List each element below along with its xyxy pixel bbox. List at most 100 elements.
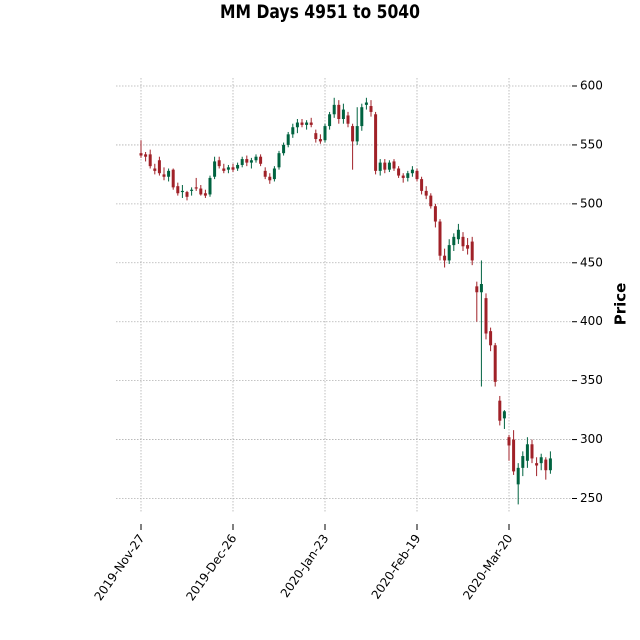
- x-tick-label: 2020-Jan-23: [278, 532, 332, 600]
- candle-body: [369, 106, 373, 112]
- candle: [548, 451, 552, 474]
- candle-body: [277, 153, 281, 168]
- candle-body: [346, 115, 350, 124]
- candle: [328, 111, 332, 130]
- candle: [498, 395, 502, 426]
- candle: [530, 439, 534, 464]
- candle-body: [544, 459, 548, 471]
- candle: [470, 236, 474, 266]
- candle-body: [259, 156, 263, 164]
- candle-body: [309, 122, 313, 125]
- candle: [300, 119, 304, 128]
- candle: [429, 193, 433, 209]
- candle-body: [240, 159, 244, 165]
- candle-body: [305, 122, 309, 125]
- candle-body: [392, 161, 396, 169]
- candle: [259, 154, 263, 167]
- candle-body: [516, 467, 520, 485]
- candle-body: [236, 164, 240, 169]
- candle-body: [272, 168, 276, 180]
- candle-body: [387, 162, 391, 170]
- candle: [535, 457, 539, 477]
- candle: [489, 327, 493, 352]
- candle: [213, 156, 217, 180]
- candle: [277, 150, 281, 170]
- candle-body: [318, 139, 322, 142]
- candle: [479, 260, 483, 387]
- candle-body: [530, 444, 534, 459]
- candle: [245, 155, 249, 167]
- candle: [268, 173, 272, 184]
- candle-body: [493, 345, 497, 382]
- candle: [466, 238, 470, 255]
- candle: [355, 107, 359, 145]
- candle: [378, 159, 382, 176]
- candle-body: [176, 186, 180, 194]
- candle: [406, 170, 410, 182]
- candle-body: [429, 195, 433, 207]
- chart-title: MM Days 4951 to 5040: [220, 1, 420, 23]
- candle: [401, 173, 405, 183]
- candle-body: [406, 173, 410, 178]
- candle: [148, 149, 152, 169]
- candle: [332, 97, 336, 118]
- candle: [314, 129, 318, 143]
- candle-body: [254, 156, 258, 161]
- candle: [420, 176, 424, 195]
- candle-body: [443, 255, 447, 261]
- candle: [525, 437, 529, 468]
- candle: [282, 142, 286, 156]
- candle-body: [222, 168, 226, 171]
- candle: [263, 167, 267, 180]
- candle-body: [217, 160, 221, 167]
- candle: [236, 162, 240, 171]
- candle: [272, 166, 276, 182]
- x-tick-label: 2020-Mar-20: [460, 532, 515, 603]
- candle-body: [171, 169, 175, 188]
- y-tick-label: 400: [580, 314, 603, 328]
- x-tick-label: 2019-Nov-27: [91, 532, 147, 604]
- candle-body: [433, 206, 437, 222]
- candle: [369, 100, 373, 117]
- candle-body: [397, 168, 401, 176]
- candle: [208, 175, 212, 197]
- candle-body: [148, 154, 152, 167]
- candle-body: [144, 154, 148, 157]
- candle-body: [291, 127, 295, 135]
- y-tick-label: 600: [580, 79, 603, 93]
- candle: [410, 166, 414, 177]
- candle: [364, 97, 368, 110]
- candle-body: [470, 241, 474, 261]
- candle: [346, 111, 350, 128]
- candle: [309, 117, 313, 128]
- x-tick-label: 2020-Feb-19: [369, 532, 424, 602]
- candle-body: [249, 160, 253, 163]
- candle-body: [374, 114, 378, 171]
- candle: [180, 185, 184, 198]
- candle: [199, 185, 203, 196]
- candle-body: [539, 457, 543, 464]
- candle-body: [461, 236, 465, 247]
- candle-body: [415, 170, 419, 180]
- candle-body: [502, 411, 506, 419]
- candle-body: [180, 190, 184, 193]
- candle: [452, 233, 456, 251]
- candle: [433, 203, 437, 228]
- candle-body: [139, 153, 143, 156]
- x-tick-label: 2019-Dec-26: [183, 532, 239, 604]
- candle-body: [286, 134, 290, 145]
- candle-body: [323, 126, 327, 141]
- candle: [341, 103, 345, 124]
- candle-body: [245, 159, 249, 163]
- candle-body: [194, 187, 198, 189]
- candle-body: [456, 229, 460, 240]
- candle-body: [420, 179, 424, 191]
- candle-body: [479, 284, 483, 293]
- candle: [539, 453, 543, 471]
- candle-body: [300, 122, 304, 125]
- candle: [507, 434, 511, 461]
- candle: [318, 134, 322, 144]
- candle: [153, 163, 157, 175]
- candle-body: [525, 444, 529, 461]
- candle: [194, 177, 198, 191]
